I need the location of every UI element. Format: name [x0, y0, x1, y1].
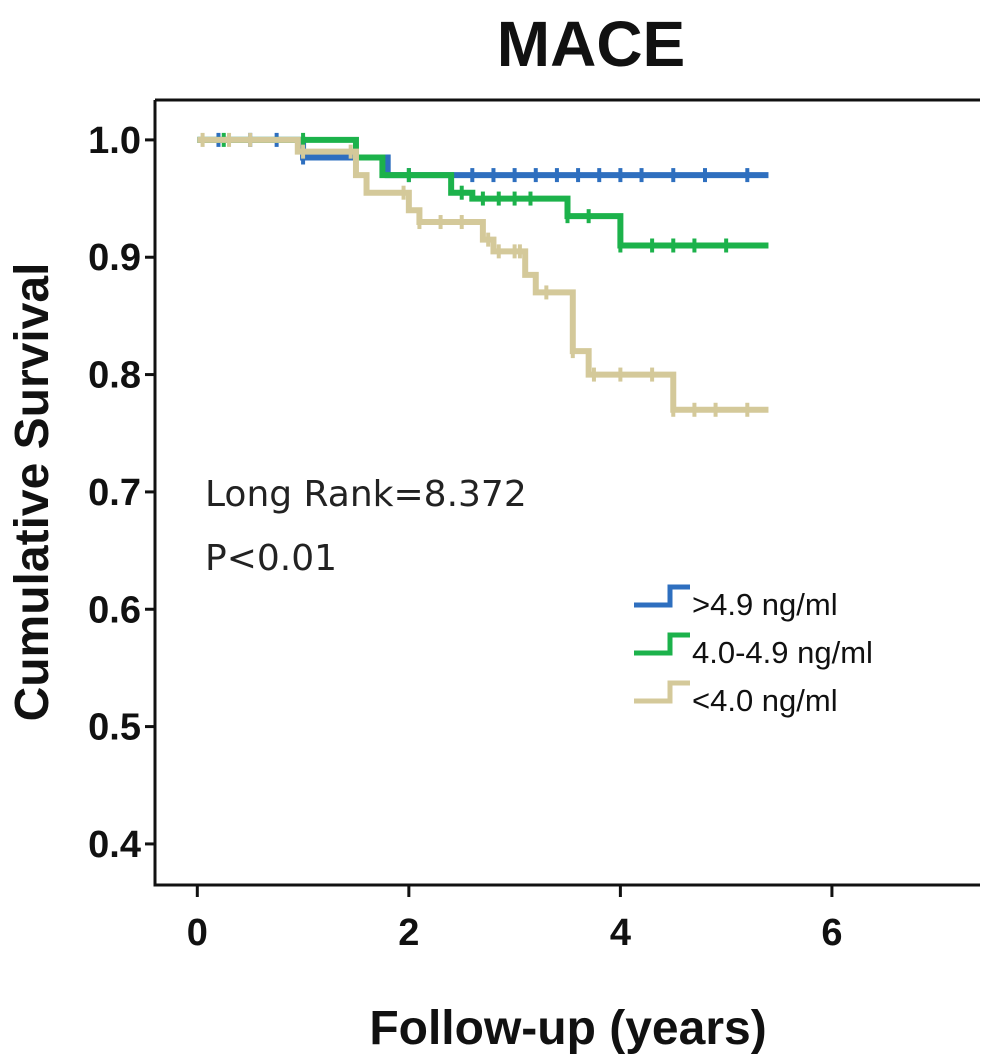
p-value-annotation: P<0.01: [205, 538, 337, 579]
legend-swatch-1: [634, 632, 690, 656]
x-tick-label: 6: [821, 912, 842, 954]
y-tick-label: 0.5: [88, 707, 141, 749]
long-rank-annotation: Long Rank=8.372: [205, 474, 527, 515]
legend-swatch-2: [634, 680, 690, 704]
legend-label-1: 4.0-4.9 ng/ml: [692, 635, 873, 670]
y-tick-label: 1.0: [88, 120, 141, 162]
y-axis-label: Cumulative Survival: [6, 263, 59, 722]
y-tick-label: 0.9: [88, 237, 141, 279]
series-line-0: [197, 136, 769, 179]
legend-swatch-0: [634, 584, 690, 608]
legend-label-0: >4.9 ng/ml: [692, 587, 838, 622]
x-tick-label: 2: [398, 912, 419, 954]
series-layer: [197, 132, 769, 417]
y-tick-label: 0.4: [88, 824, 141, 866]
y-axis-ticks: 0.4 0.5 0.6 0.7 0.8 0.9 1.0: [88, 120, 155, 866]
series-line-2: [197, 136, 769, 413]
chart-title: MACE: [497, 8, 685, 80]
legend-label-2: <4.0 ng/ml: [692, 683, 838, 718]
x-axis-label: Follow-up (years): [369, 1002, 766, 1055]
x-axis-ticks: 0 2 4 6: [187, 885, 842, 954]
legend: >4.9 ng/ml 4.0-4.9 ng/ml <4.0 ng/ml: [634, 584, 873, 718]
y-tick-label: 0.8: [88, 355, 141, 397]
y-tick-label: 0.6: [88, 589, 141, 631]
y-tick-label: 0.7: [88, 472, 141, 514]
x-tick-label: 4: [610, 912, 631, 954]
plot-frame-axes: [153, 100, 980, 887]
x-tick-label: 0: [187, 912, 208, 954]
